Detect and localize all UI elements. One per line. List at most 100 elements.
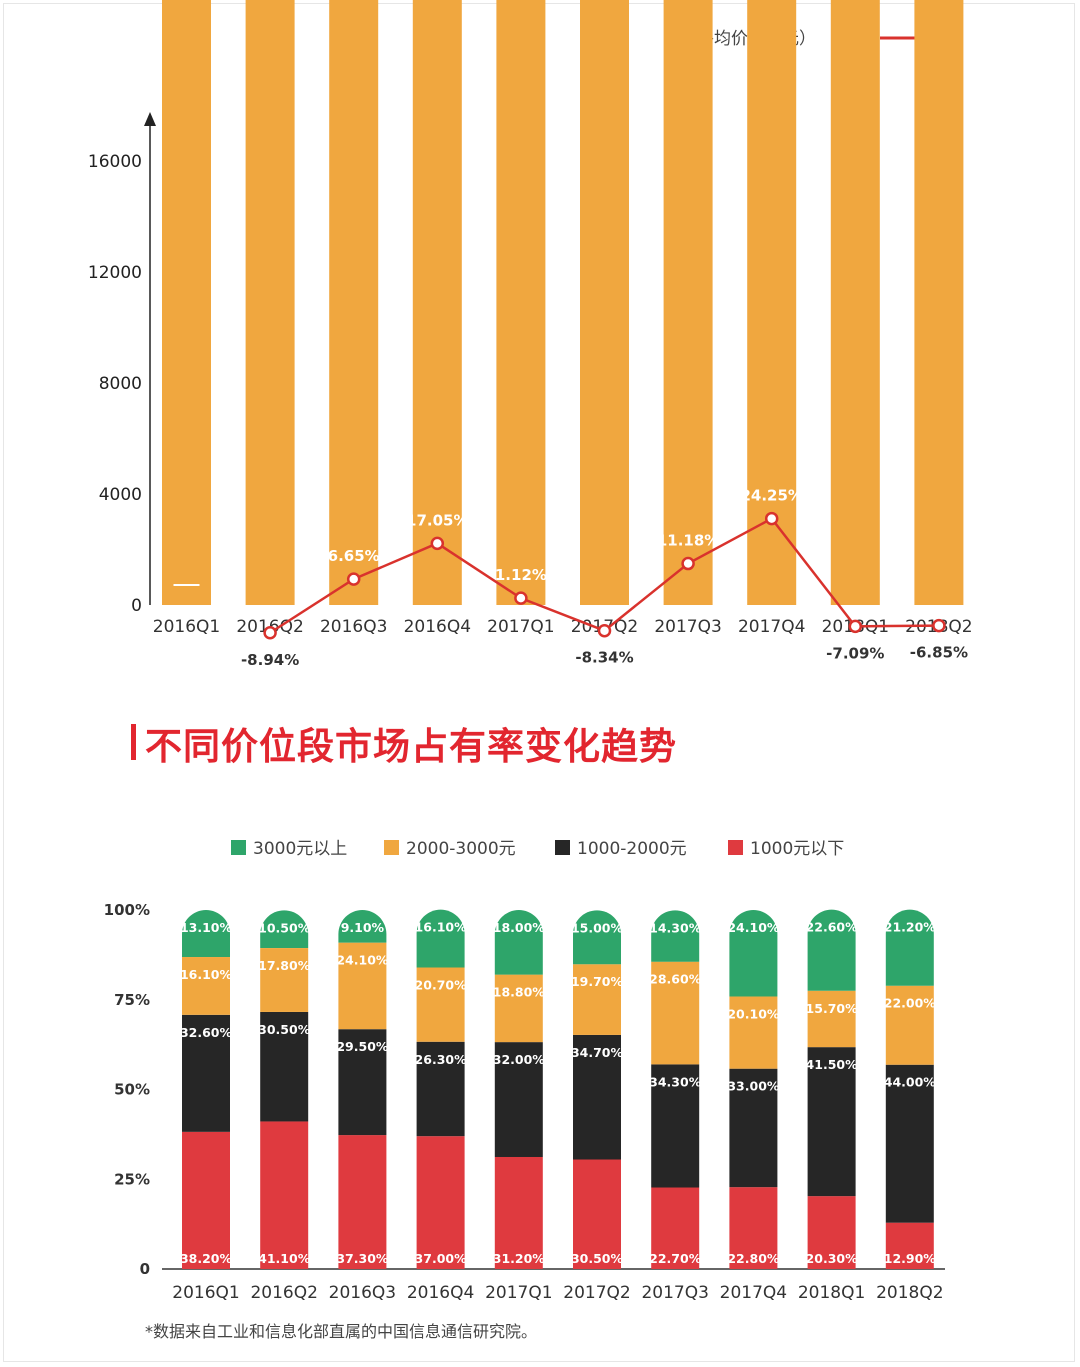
- segment-above-3000: [807, 909, 856, 991]
- segment-value-label: 41.10%: [258, 1251, 311, 1266]
- footnote: *数据来自工业和信息化部直属的中国信息通信研究院。: [145, 1322, 538, 1341]
- growth-point: [932, 618, 946, 633]
- segment-value-label: 33.00%: [727, 1079, 780, 1094]
- segment-value-label: 15.70%: [806, 1001, 859, 1016]
- growth-point: [848, 619, 863, 634]
- segment-below-1000: [885, 1222, 934, 1269]
- segment-1000-2000: [494, 1042, 543, 1157]
- segment-1000-2000: [338, 1029, 387, 1136]
- segment-below-1000: [807, 1196, 856, 1269]
- segment-2000-3000: [807, 990, 856, 1048]
- price-bar: [496, 0, 546, 605]
- growth-label: -6.85%: [910, 644, 968, 662]
- price-bar: [245, 0, 295, 605]
- segment-value-label: 19.70%: [571, 974, 624, 989]
- segment-below-1000: [416, 1136, 465, 1269]
- segment-value-label: 31.20%: [493, 1251, 546, 1266]
- segment-value-label: 22.60%: [806, 920, 859, 935]
- segment-above-3000: [182, 910, 230, 958]
- segment-above-3000: [494, 910, 543, 975]
- segment-2000-3000: [573, 964, 621, 1035]
- segment-value-label: 13.10%: [180, 920, 233, 935]
- segment-1000-2000: [573, 1034, 621, 1160]
- segment-value-label: 12.90%: [884, 1251, 937, 1266]
- segment-value-label: 14.30%: [649, 920, 702, 935]
- segment-value-label: 41.50%: [806, 1057, 859, 1072]
- segment-1000-2000: [260, 1011, 309, 1122]
- segment-below-1000: [260, 1121, 309, 1269]
- growth-label: 6.65%: [328, 547, 380, 565]
- x-category-label: 2016Q4: [407, 1283, 474, 1303]
- segment-below-1000: [651, 1187, 700, 1269]
- segment-value-label: 37.00%: [415, 1251, 468, 1266]
- segment-2000-3000: [416, 967, 465, 1042]
- x-category-label: 2017Q4: [738, 617, 805, 637]
- segment-value-label: 38.20%: [180, 1251, 233, 1266]
- segment-value-label: 17.80%: [258, 958, 311, 973]
- growth-label: -8.94%: [241, 651, 299, 669]
- x-category-label: 2016Q1: [153, 617, 220, 637]
- segment-value-label: 20.30%: [806, 1251, 859, 1266]
- segment-above-3000: [260, 910, 309, 949]
- segment-value-label: 28.60%: [649, 972, 702, 987]
- segment-value-label: 22.00%: [884, 996, 937, 1011]
- growth-point: [514, 591, 528, 605]
- x-category-label: 2016Q4: [404, 617, 471, 637]
- segment-value-label: 30.50%: [258, 1022, 311, 1037]
- segment-1000-2000: [729, 1068, 778, 1188]
- growth-label: 24.25%: [740, 487, 802, 505]
- x-category-label: 2016Q1: [172, 1283, 239, 1303]
- segment-value-label: 9.10%: [341, 920, 385, 935]
- x-category-label: 2017Q3: [654, 617, 721, 637]
- price-bar: [747, 0, 797, 605]
- growth-point: [597, 623, 612, 638]
- segment-2000-3000: [182, 957, 230, 1015]
- segment-value-label: 37.30%: [336, 1251, 389, 1266]
- segment-value-label: 15.00%: [571, 920, 624, 935]
- legend-label: 3000元以上: [253, 839, 347, 859]
- growth-point: [263, 626, 277, 640]
- growth-point: [430, 536, 445, 551]
- growth-point: [346, 572, 361, 586]
- segment-2000-3000: [729, 996, 778, 1069]
- segment-value-label: 21.20%: [884, 920, 937, 935]
- segment-2000-3000: [494, 974, 543, 1043]
- y-tick-label: 25%: [114, 1170, 150, 1188]
- segment-above-3000: [573, 910, 621, 965]
- growth-label: 11.18%: [657, 532, 719, 550]
- segment-value-label: 32.00%: [493, 1052, 546, 1067]
- growth-label: 17.05%: [406, 511, 468, 529]
- section-title: 不同价位段市场占有率变化趋势: [145, 725, 677, 768]
- segment-above-3000: [338, 910, 387, 943]
- legend-swatch: [555, 840, 570, 855]
- segment-1000-2000: [651, 1064, 700, 1188]
- segment-value-label: 44.00%: [884, 1075, 937, 1090]
- legend-label: 1000-2000元: [577, 839, 687, 859]
- growth-label: 1.12%: [495, 566, 547, 584]
- segment-value-label: 16.10%: [180, 967, 233, 982]
- x-category-label: 2016Q2: [250, 1283, 317, 1303]
- growth-point: [681, 556, 695, 571]
- segment-1000-2000: [885, 1064, 934, 1223]
- legend-label: 2000-3000元: [406, 839, 516, 859]
- y-tick-label: 75%: [114, 991, 150, 1009]
- segment-value-label: 20.70%: [415, 977, 468, 992]
- y-tick-label: 12000: [88, 263, 142, 283]
- segment-value-label: 24.10%: [336, 953, 389, 968]
- price-bar: [580, 0, 629, 605]
- legend-swatch: [728, 840, 743, 855]
- segment-value-label: 16.10%: [415, 920, 468, 935]
- segment-value-label: 30.50%: [571, 1251, 624, 1266]
- y-tick-label: 50%: [114, 1081, 150, 1099]
- x-category-label: 2018Q1: [798, 1283, 865, 1303]
- segment-below-1000: [338, 1135, 387, 1269]
- segment-value-label: 29.50%: [336, 1039, 389, 1054]
- segment-value-label: 22.70%: [649, 1251, 702, 1266]
- segment-above-3000: [729, 910, 778, 997]
- segment-value-label: 18.80%: [493, 985, 546, 1000]
- segment-value-label: 26.30%: [415, 1052, 468, 1067]
- legend-label: 1000元以下: [750, 839, 844, 859]
- segment-2000-3000: [651, 961, 700, 1065]
- growth-point: [764, 511, 779, 526]
